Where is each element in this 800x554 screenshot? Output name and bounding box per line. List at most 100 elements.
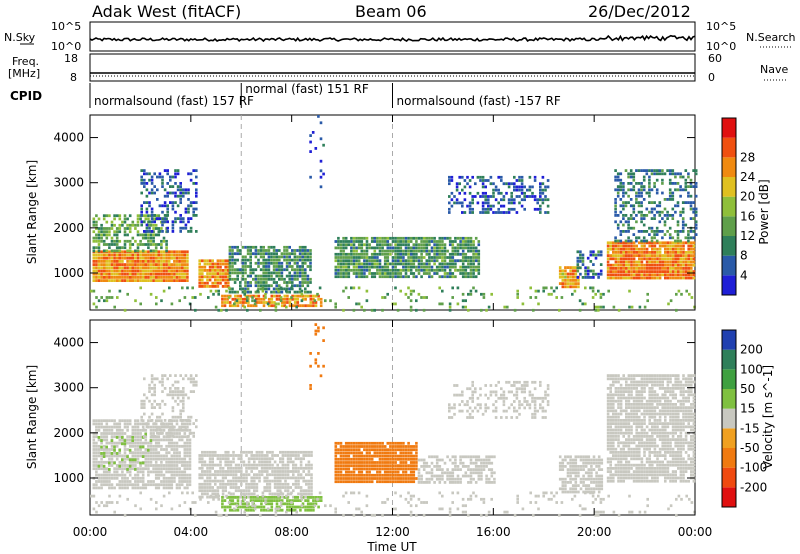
power-cell (139, 253, 142, 257)
power-cell (689, 207, 693, 211)
velocity-cell (292, 476, 295, 480)
power-cell (472, 268, 475, 272)
power-cell (677, 257, 680, 261)
power-cell (293, 258, 297, 262)
power-cell (642, 239, 646, 243)
velocity-cell (165, 483, 168, 487)
power-cell (614, 204, 617, 208)
velocity-cell (288, 499, 292, 502)
velocity-cell (267, 496, 271, 499)
power-cell (474, 249, 478, 253)
power-cell (690, 244, 693, 248)
velocity-cell (170, 480, 174, 483)
power-cell (648, 194, 651, 198)
power-cell (110, 260, 114, 263)
power-cell (118, 239, 122, 243)
power-cell (653, 217, 656, 220)
velocity-cell (360, 464, 364, 468)
power-cell (690, 251, 693, 254)
power-cell (653, 251, 657, 254)
power-cell (187, 210, 190, 214)
power-cell (304, 297, 307, 301)
velocity-cell (121, 486, 124, 490)
power-cell (147, 263, 150, 266)
power-cell (589, 253, 593, 257)
velocity-cell (271, 463, 274, 467)
velocity-cell (291, 499, 294, 502)
velocity-cell (284, 454, 287, 457)
velocity-cell (242, 489, 246, 493)
power-cell (201, 269, 204, 272)
power-cell (293, 304, 297, 308)
power-cell (182, 220, 185, 224)
power-cell (481, 182, 485, 186)
power-cell (664, 276, 667, 280)
velocity-cell (173, 473, 176, 477)
velocity-cell (350, 470, 353, 474)
power-cell (627, 217, 630, 220)
velocity-cell (339, 454, 343, 458)
power-cell (228, 265, 232, 268)
power-cell (363, 308, 366, 312)
power-cell (160, 256, 163, 260)
noise-right-tick-bottom: 10^0 (706, 40, 736, 53)
velocity-cell (301, 502, 305, 506)
power-cell (363, 249, 366, 253)
velocity-cell (227, 479, 230, 483)
power-cell (389, 275, 392, 279)
power-cell (609, 267, 612, 270)
power-cell (656, 254, 659, 257)
velocity-cell (178, 476, 181, 480)
velocity-cell (342, 445, 345, 448)
power-cell (312, 304, 315, 308)
power-cell (635, 239, 638, 243)
velocity-cell (170, 454, 174, 458)
power-cell (347, 262, 351, 266)
power-cell (149, 253, 153, 257)
velocity-cell (253, 492, 256, 496)
velocity-cell (128, 422, 132, 426)
power-cell (368, 259, 371, 263)
power-cell (632, 263, 636, 267)
power-cell (612, 270, 615, 273)
velocity-cell (97, 480, 101, 483)
power-cell (140, 169, 143, 172)
velocity-cell (310, 450, 313, 454)
power-cell (154, 243, 158, 246)
velocity-cell (232, 473, 235, 477)
power-cell (293, 290, 297, 294)
power-cell (152, 223, 155, 227)
velocity-cell (337, 470, 340, 474)
power-cell (224, 275, 227, 279)
power-cell (360, 262, 364, 266)
power-cell (383, 262, 387, 266)
power-cell (173, 253, 176, 257)
power-cell (145, 210, 149, 214)
power-cell (236, 268, 239, 272)
power-cell (468, 201, 472, 205)
power-cell (266, 302, 270, 306)
power-cell (650, 239, 654, 243)
power-cell (664, 254, 667, 257)
power-cell (154, 227, 158, 230)
power-cell (216, 272, 220, 275)
power-cell (115, 243, 119, 246)
velocity-cell (186, 486, 189, 490)
velocity-cell (306, 502, 310, 506)
power-colorbar-tick: 12 (740, 229, 755, 243)
velocity-cell (173, 457, 176, 461)
power-cell (640, 188, 643, 192)
power-cell (616, 178, 620, 182)
date-label: 26/Dec/2012 (588, 2, 691, 21)
power-cell (422, 240, 426, 243)
power-cell (257, 294, 261, 298)
power-cell (187, 172, 190, 176)
velocity-cell (92, 457, 96, 461)
velocity-cell (281, 476, 285, 480)
power-cell (520, 182, 524, 186)
velocity-cell (232, 466, 235, 470)
power-cell (363, 268, 366, 272)
power-cell (152, 243, 155, 246)
power-cell (677, 263, 680, 267)
power-cell (614, 263, 618, 267)
